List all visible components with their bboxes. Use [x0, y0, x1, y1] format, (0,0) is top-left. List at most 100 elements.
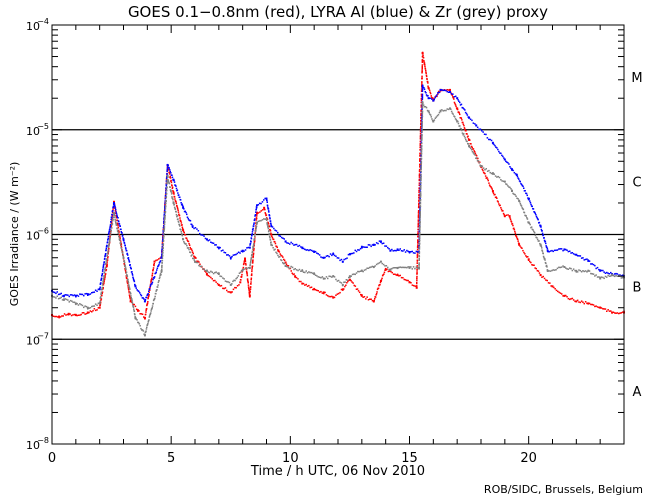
data-point — [104, 276, 106, 279]
data-point — [402, 277, 404, 279]
data-point — [159, 261, 161, 263]
data-point — [161, 248, 163, 251]
data-point — [130, 293, 132, 295]
data-point — [182, 227, 184, 230]
data-point — [510, 220, 512, 222]
data-point — [517, 177, 519, 179]
flare-class-label-a: A — [633, 385, 642, 400]
data-point — [266, 219, 268, 221]
data-point — [88, 311, 90, 314]
data-point — [164, 203, 166, 206]
data-point — [345, 284, 347, 286]
data-point — [57, 293, 60, 296]
data-point — [502, 180, 505, 182]
data-point — [141, 329, 143, 331]
data-point — [237, 251, 240, 253]
data-point — [503, 158, 506, 161]
data-point — [122, 238, 125, 241]
data-point — [297, 278, 299, 280]
data-point — [130, 295, 132, 297]
data-point — [477, 160, 480, 162]
data-point — [417, 224, 419, 226]
data-point — [155, 271, 157, 273]
data-point — [186, 216, 189, 218]
data-point — [279, 255, 281, 258]
data-point — [243, 250, 245, 252]
data-point — [571, 252, 574, 254]
data-point — [147, 301, 149, 303]
data-point — [318, 276, 321, 278]
data-point — [421, 88, 424, 91]
data-point — [377, 287, 380, 289]
data-point — [510, 221, 513, 223]
data-point — [569, 267, 571, 269]
data-point — [571, 297, 574, 300]
data-point — [358, 270, 360, 273]
data-point — [360, 246, 363, 249]
data-point — [549, 270, 552, 272]
data-point — [614, 273, 616, 275]
data-point — [423, 88, 426, 91]
data-point — [546, 279, 548, 282]
data-point — [110, 218, 112, 221]
data-point — [385, 265, 388, 267]
data-point — [266, 218, 269, 220]
data-point — [549, 282, 551, 284]
data-point — [491, 190, 494, 192]
data-point — [210, 276, 212, 279]
data-point — [109, 235, 111, 237]
data-point — [162, 251, 164, 254]
data-point — [151, 307, 153, 309]
data-point — [570, 267, 572, 270]
data-point — [619, 312, 621, 314]
data-point — [527, 197, 530, 200]
data-point — [506, 183, 508, 186]
data-point — [148, 316, 151, 318]
data-point — [419, 234, 421, 236]
data-point — [354, 285, 357, 287]
data-point — [350, 275, 352, 277]
data-point — [420, 186, 422, 189]
data-point — [153, 277, 155, 279]
data-point — [156, 286, 159, 288]
data-point — [606, 271, 608, 274]
data-point — [433, 119, 436, 121]
data-point — [418, 265, 420, 267]
data-point — [417, 217, 420, 219]
data-point — [249, 288, 252, 290]
data-point — [251, 235, 253, 237]
data-point — [434, 117, 437, 119]
data-point — [360, 293, 362, 296]
data-point — [132, 306, 135, 308]
data-point — [418, 173, 421, 175]
data-point — [377, 242, 379, 245]
data-point — [148, 315, 151, 317]
data-point — [255, 217, 258, 220]
data-point — [260, 210, 262, 212]
data-point — [116, 228, 118, 230]
data-point — [418, 248, 421, 250]
data-point — [252, 248, 254, 250]
data-point — [112, 219, 114, 221]
data-point — [587, 269, 590, 272]
data-point — [529, 223, 531, 226]
data-point — [124, 245, 126, 247]
data-point — [250, 274, 253, 277]
data-point — [112, 218, 114, 220]
data-point — [182, 238, 185, 241]
data-point — [416, 246, 419, 249]
data-point — [158, 277, 161, 280]
data-point — [61, 295, 64, 297]
data-point — [420, 116, 422, 119]
data-point — [62, 294, 65, 297]
data-point — [494, 144, 496, 147]
data-point — [320, 290, 322, 293]
data-point — [419, 218, 421, 220]
data-point — [109, 226, 111, 229]
data-point — [518, 243, 521, 246]
data-point — [105, 259, 108, 261]
data-point — [346, 282, 348, 284]
data-point — [211, 278, 213, 280]
data-point — [214, 244, 216, 246]
data-point — [285, 263, 288, 266]
